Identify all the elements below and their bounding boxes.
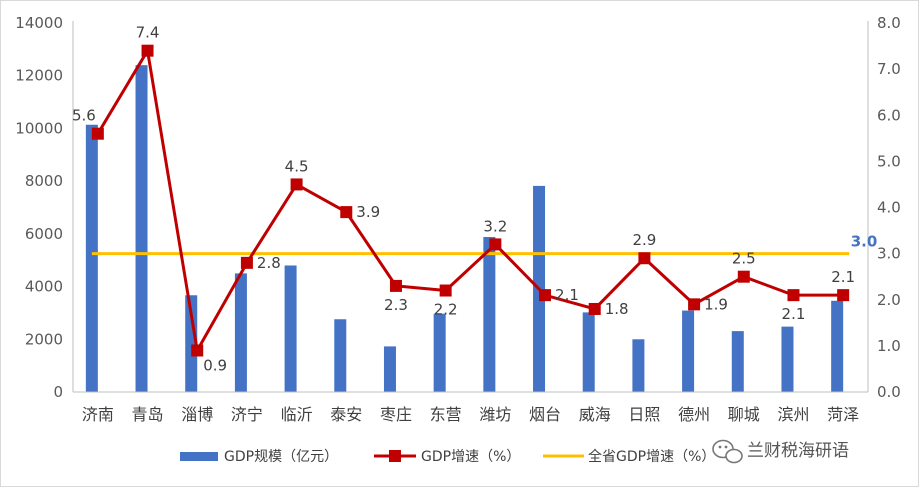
left-tick-label: 4000 [25, 278, 63, 296]
growth-marker-东营 [439, 284, 452, 297]
left-tick-label: 8000 [25, 172, 63, 190]
growth-marker-泰安 [340, 206, 353, 219]
growth-marker-临沂 [290, 178, 303, 191]
growth-data-label: 0.9 [203, 356, 227, 374]
growth-data-label: 2.9 [632, 231, 656, 249]
growth-data-label: 2.3 [384, 296, 408, 314]
category-label: 菏泽 [827, 405, 859, 424]
growth-marker-德州 [688, 298, 701, 311]
growth-marker-日照 [638, 252, 651, 265]
bar-德州 [682, 310, 695, 392]
growth-data-label: 2.1 [831, 268, 855, 286]
legend-average-label: 全省GDP增速（%） [588, 448, 715, 465]
legend-growth-marker [389, 450, 401, 462]
growth-marker-滨州 [787, 289, 800, 302]
right-tick-label: 2.0 [877, 291, 901, 309]
category-label: 滨州 [777, 405, 809, 424]
watermark: 兰财税海研语 [712, 439, 849, 464]
left-tick-label: 10000 [15, 119, 63, 137]
growth-data-label: 1.8 [605, 300, 629, 318]
bar-潍坊 [483, 237, 496, 392]
growth-marker-济南 [91, 127, 104, 140]
growth-marker-聊城 [737, 270, 750, 283]
growth-marker-枣庄 [389, 279, 402, 292]
watermark-text: 兰财税海研语 [747, 441, 849, 461]
axes: 0 2000 4000 6000 8000 10000 12000 14000 0.0 1.0 2.… [15, 14, 901, 424]
category-label: 青岛 [132, 405, 164, 424]
growth-marker-威海 [588, 302, 601, 315]
legend-bar-swatch [180, 452, 218, 461]
category-label: 日照 [628, 405, 660, 424]
bar-青岛 [135, 65, 148, 393]
growth-data-label: 2.8 [257, 254, 281, 272]
growth-marker-济宁 [240, 256, 253, 269]
growth-marker-潍坊 [489, 238, 502, 251]
right-tick-label: 4.0 [877, 199, 901, 217]
growth-data-label: 7.4 [136, 24, 160, 42]
growth-marker-烟台 [539, 289, 552, 302]
left-tick-label: 0 [53, 383, 63, 401]
category-label: 潍坊 [479, 405, 511, 424]
bar-济南 [85, 124, 98, 392]
bar-滨州 [781, 326, 794, 392]
category-label: 济南 [82, 405, 114, 424]
legend-growth-label: GDP增速（%） [421, 449, 520, 465]
bar-枣庄 [383, 346, 396, 392]
right-tick-label: 8.0 [877, 14, 901, 32]
right-tick-label: 0.0 [877, 383, 901, 401]
growth-data-label: 3.9 [356, 203, 380, 221]
category-label: 济宁 [231, 405, 263, 424]
bar-series [85, 65, 844, 393]
right-tick-label: 5.0 [877, 152, 901, 170]
category-label: 枣庄 [380, 405, 412, 424]
wechat-icon [712, 439, 743, 464]
growth-data-label: 2.1 [782, 305, 806, 323]
bar-东营 [433, 313, 446, 392]
legend-bar-label: GDP规模（亿元） [224, 449, 338, 465]
data-labels: 3.0 5.6 7.4 0.9 2.8 4.5 3.9 2.3 2.2 3.2 2.1 1.8 2.9 1… [72, 24, 877, 375]
growth-marker-菏泽 [837, 289, 850, 302]
bar-聊城 [731, 331, 744, 392]
growth-data-label: 4.5 [285, 157, 309, 175]
left-tick-label: 12000 [15, 67, 63, 85]
bar-淄博 [185, 295, 198, 392]
left-tick-label: 2000 [25, 330, 63, 348]
growth-data-label: 2.5 [732, 250, 756, 268]
category-label: 东营 [430, 405, 462, 424]
growth-data-label: 3.2 [483, 217, 507, 235]
growth-data-label: 5.6 [72, 107, 96, 125]
category-label: 威海 [579, 405, 611, 424]
legend: GDP规模（亿元） GDP增速（%） 全省GDP增速（%） [180, 448, 715, 465]
category-label: 聊城 [728, 405, 760, 424]
category-label: 泰安 [330, 405, 362, 424]
category-label: 德州 [678, 405, 710, 424]
category-label: 烟台 [529, 405, 561, 424]
growth-data-label: 1.9 [704, 295, 728, 313]
bar-菏泽 [831, 300, 844, 392]
bar-威海 [582, 312, 595, 392]
category-label: 淄博 [181, 405, 213, 424]
wechat-icon-bubble-right [725, 448, 743, 464]
right-tick-label: 6.0 [877, 106, 901, 124]
wechat-icon-eye [718, 445, 722, 449]
bar-临沂 [284, 265, 297, 392]
right-tick-label: 3.0 [877, 245, 901, 263]
average-line-label: 3.0 [851, 233, 878, 251]
right-tick-label: 1.0 [877, 337, 901, 355]
right-tick-label: 7.0 [877, 60, 901, 78]
growth-line-series [91, 44, 850, 357]
growth-line [96, 49, 844, 352]
category-label: 临沂 [281, 405, 313, 424]
growth-marker-青岛 [141, 44, 154, 57]
left-tick-label: 14000 [15, 14, 63, 32]
left-tick-label: 6000 [25, 225, 63, 243]
bar-日照 [632, 339, 645, 392]
growth-data-label: 2.1 [555, 286, 579, 304]
wechat-icon-eye [724, 445, 728, 449]
growth-marker-淄博 [191, 344, 204, 357]
bar-济宁 [234, 273, 247, 392]
bar-泰安 [334, 319, 347, 392]
growth-data-label: 2.2 [434, 301, 458, 319]
